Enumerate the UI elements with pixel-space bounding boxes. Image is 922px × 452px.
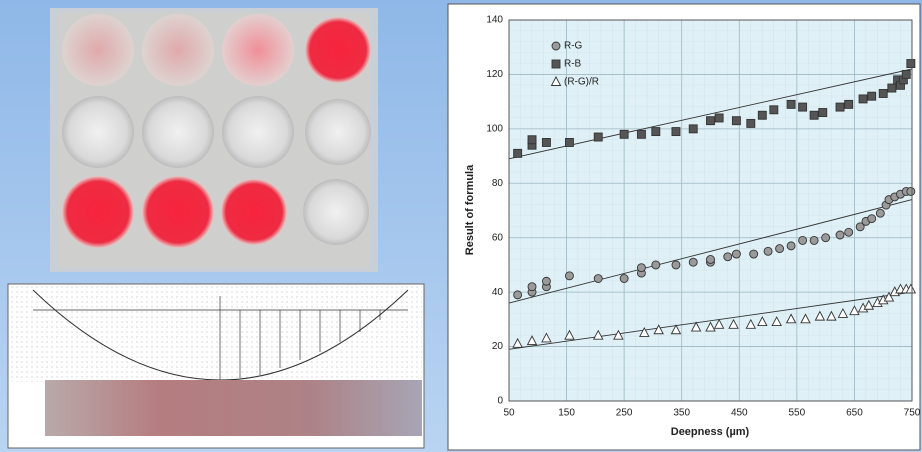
legend-symbol bbox=[552, 42, 560, 50]
legend-symbol bbox=[552, 60, 560, 68]
point bbox=[845, 100, 853, 108]
point bbox=[637, 130, 645, 138]
point bbox=[565, 272, 573, 280]
point bbox=[907, 187, 915, 195]
x-tick-label: 50 bbox=[503, 408, 515, 419]
point bbox=[787, 242, 795, 250]
point bbox=[799, 236, 807, 244]
y-tick-label: 20 bbox=[492, 341, 504, 352]
legend-label: R-G bbox=[564, 41, 583, 52]
point bbox=[732, 250, 740, 258]
y-axis-label: Result of formula bbox=[464, 164, 476, 255]
point bbox=[672, 261, 680, 269]
point bbox=[750, 250, 758, 258]
point bbox=[888, 84, 896, 92]
legend-label: R-B bbox=[564, 59, 582, 70]
point bbox=[542, 277, 550, 285]
x-tick-label: 550 bbox=[789, 408, 806, 419]
point bbox=[836, 231, 844, 239]
canvas: Deepness (µm) Result of formula 0 20 40 60 8… bbox=[0, 0, 922, 452]
point bbox=[764, 247, 772, 255]
x-tick-label: 250 bbox=[616, 408, 633, 419]
point bbox=[879, 89, 887, 97]
legend-label: (R-G)/R bbox=[564, 77, 599, 88]
x-tick-label: 450 bbox=[731, 408, 748, 419]
y-tick-label: 140 bbox=[486, 15, 503, 26]
x-tick-label: 750 bbox=[904, 408, 921, 419]
point bbox=[514, 291, 522, 299]
point bbox=[514, 149, 522, 157]
point bbox=[620, 130, 628, 138]
x-tick-label: 150 bbox=[558, 408, 575, 419]
point bbox=[859, 95, 867, 103]
point bbox=[868, 215, 876, 223]
y-tick-label: 120 bbox=[486, 69, 503, 80]
point bbox=[652, 261, 660, 269]
point bbox=[822, 234, 830, 242]
point bbox=[715, 114, 723, 122]
point bbox=[819, 109, 827, 117]
point bbox=[528, 283, 536, 291]
y-tick-label: 60 bbox=[492, 232, 504, 243]
x-tick-label: 650 bbox=[846, 408, 863, 419]
y-tick-label: 100 bbox=[486, 123, 503, 134]
point bbox=[787, 100, 795, 108]
point bbox=[868, 92, 876, 100]
point bbox=[876, 209, 884, 217]
point bbox=[747, 119, 755, 127]
point bbox=[565, 138, 573, 146]
point bbox=[637, 264, 645, 272]
point bbox=[758, 111, 766, 119]
point bbox=[724, 253, 732, 261]
point bbox=[836, 103, 844, 111]
point bbox=[689, 258, 697, 266]
point bbox=[528, 136, 536, 144]
y-tick-label: 40 bbox=[492, 287, 504, 298]
point bbox=[620, 275, 628, 283]
figure: Deepness (µm) Result of formula 0 20 40 60 8… bbox=[0, 0, 922, 452]
x-tick-label: 350 bbox=[673, 408, 690, 419]
point bbox=[810, 111, 818, 119]
point bbox=[652, 128, 660, 136]
point bbox=[594, 133, 602, 141]
point bbox=[770, 106, 778, 114]
point bbox=[689, 125, 697, 133]
point bbox=[732, 117, 740, 125]
plate-photo bbox=[50, 8, 378, 272]
point bbox=[594, 275, 602, 283]
point bbox=[810, 236, 818, 244]
point bbox=[542, 138, 550, 146]
point bbox=[799, 103, 807, 111]
point bbox=[672, 128, 680, 136]
point bbox=[707, 255, 715, 263]
point bbox=[907, 60, 915, 68]
point bbox=[845, 228, 853, 236]
x-axis-label: Deepness (µm) bbox=[671, 426, 750, 438]
y-tick-label: 0 bbox=[497, 396, 503, 407]
point bbox=[707, 117, 715, 125]
point bbox=[776, 245, 784, 253]
point bbox=[902, 70, 910, 78]
well-diagram bbox=[8, 284, 424, 448]
y-tick-label: 80 bbox=[492, 178, 504, 189]
